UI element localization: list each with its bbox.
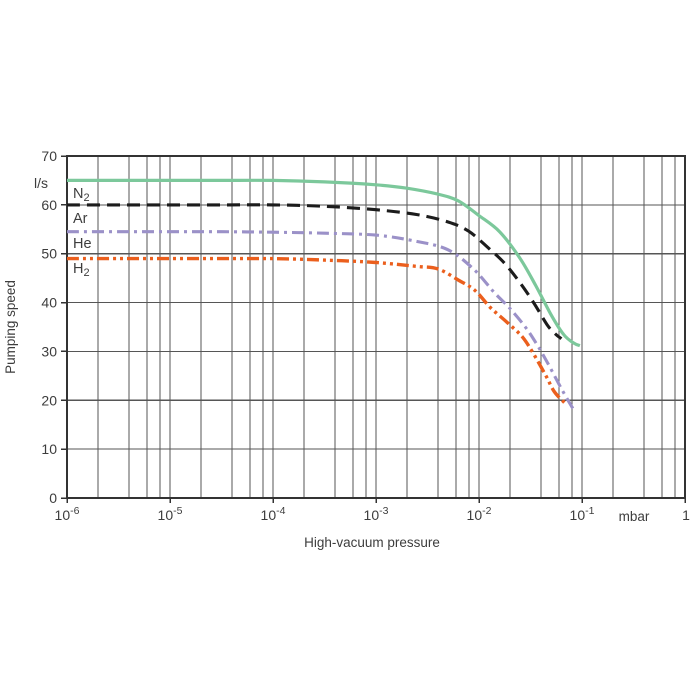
x-tick-label: 10-2 xyxy=(467,505,492,523)
x-tick-label: 10-4 xyxy=(261,505,286,523)
x-axis-title: High-vacuum pressure xyxy=(304,535,440,550)
y-tick-label: 40 xyxy=(41,295,57,311)
x-tick-label: 10-6 xyxy=(55,505,80,523)
series-curve-ar xyxy=(67,203,563,340)
y-unit-label: l/s xyxy=(34,175,48,191)
series-label-n2: N2 xyxy=(73,186,90,204)
series-curve-n2 xyxy=(67,178,581,348)
y-tick-label: 50 xyxy=(41,246,57,262)
x-tick-label: 10-5 xyxy=(158,505,183,523)
series-curve-he xyxy=(67,230,576,411)
x-end-tick-label: 1 xyxy=(682,507,690,523)
x-tick-label: 10-3 xyxy=(364,505,389,523)
y-tick-label: 20 xyxy=(41,392,57,408)
y-tick-label: 70 xyxy=(41,148,57,164)
y-tick-label: 0 xyxy=(49,490,57,506)
series-label-h2: H2 xyxy=(73,261,90,279)
series-label-he: He xyxy=(73,236,92,252)
series-curve-h2 xyxy=(66,256,566,404)
x-tick-label: 10-1 xyxy=(570,505,595,523)
x-unit-label: mbar xyxy=(619,509,650,524)
series-label-ar: Ar xyxy=(73,211,88,227)
y-tick-label: 60 xyxy=(41,197,57,213)
y-tick-label: 10 xyxy=(41,441,57,457)
y-axis-title: Pumping speed xyxy=(3,280,18,374)
y-tick-label: 30 xyxy=(41,343,57,359)
